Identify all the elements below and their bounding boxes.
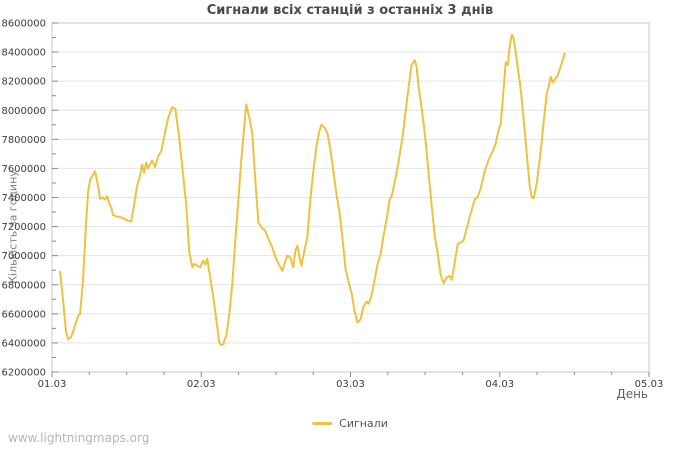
y-tick-label: 6200000 — [1, 368, 46, 379]
y-tick-label: 7400000 — [1, 193, 46, 204]
x-axis-title: День — [616, 387, 648, 401]
signal-line — [59, 33, 566, 347]
x-tick-label: 03.03 — [336, 379, 365, 390]
y-tick-label: 7200000 — [1, 222, 46, 233]
watermark-link[interactable]: www.lightningmaps.org — [8, 431, 150, 445]
y-tick-label: 8200000 — [1, 77, 46, 88]
x-tick-label: 05.03 — [635, 379, 664, 390]
y-tick-label: 8400000 — [1, 48, 46, 59]
y-tick-label: 6400000 — [1, 338, 46, 349]
y-tick-label: 7000000 — [1, 251, 46, 262]
y-tick-label: 6600000 — [1, 309, 46, 320]
y-tick-label: 8600000 — [1, 19, 46, 30]
y-tick-label: 7600000 — [1, 164, 46, 175]
legend-line-swatch — [312, 422, 333, 425]
legend-label: Сигнали — [339, 417, 388, 430]
x-tick-label: 04.03 — [485, 379, 514, 390]
x-tick-label: 02.03 — [187, 379, 216, 390]
y-tick-label: 6800000 — [1, 280, 46, 291]
y-tick-label: 7800000 — [1, 135, 46, 146]
legend: Сигнали — [312, 417, 388, 430]
chart-title: Сигнали всіх станцій з останніх 3 днів — [206, 3, 494, 18]
x-tick-label: 01.03 — [38, 379, 67, 390]
y-tick-label: 8000000 — [1, 106, 46, 117]
